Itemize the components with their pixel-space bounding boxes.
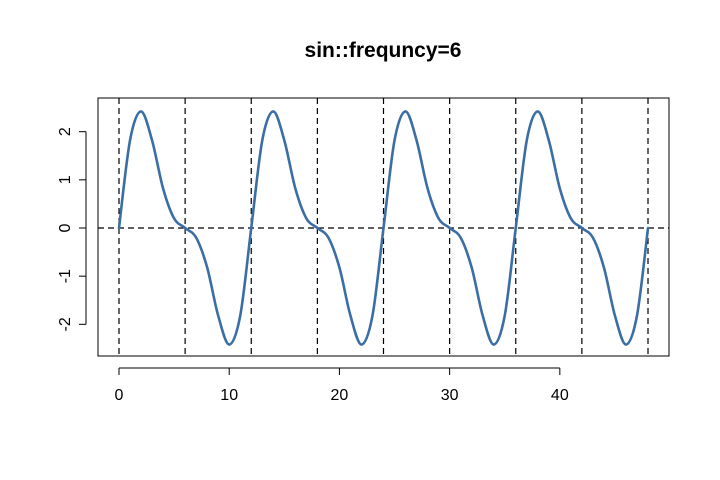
x-axis: 0 10 20 30 40: [115, 367, 569, 404]
series-group: [117, 110, 650, 346]
series-line: [117, 110, 650, 346]
y-tick-label: -1: [57, 269, 74, 283]
x-tick-label: 40: [551, 387, 569, 404]
y-tick-label: -2: [57, 317, 74, 331]
chart-title: sin::frequncy=6: [305, 39, 462, 62]
x-tick-label: 30: [441, 387, 459, 404]
y-tick-label: 0: [57, 223, 74, 232]
y-axis: -2 -1 0 1 2: [57, 127, 87, 331]
x-tick-label: 20: [331, 387, 349, 404]
x-tick-label: 0: [115, 387, 124, 404]
y-tick-label: 2: [57, 127, 74, 136]
plot-frame: [97, 97, 670, 357]
reference-lines: [98, 98, 669, 356]
y-tick-label: 1: [57, 175, 74, 184]
x-tick-label: 10: [220, 387, 238, 404]
